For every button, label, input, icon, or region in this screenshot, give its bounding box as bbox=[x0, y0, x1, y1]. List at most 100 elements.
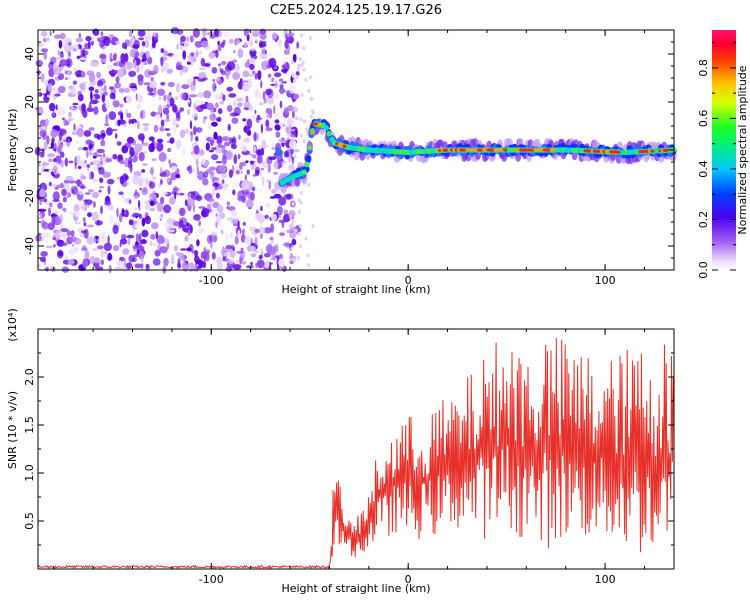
heatmap-speckle bbox=[77, 93, 84, 102]
heatmap-speckle bbox=[129, 49, 136, 58]
heatmap-speckle bbox=[222, 94, 226, 102]
heatmap-speckle bbox=[114, 119, 119, 127]
heatmap-speckle bbox=[249, 63, 255, 70]
heatmap-speckle bbox=[257, 70, 262, 81]
heatmap-speckle bbox=[176, 192, 185, 196]
heatmap-speckle bbox=[163, 94, 167, 102]
heatmap-speckle bbox=[119, 256, 125, 262]
heatmap-speckle bbox=[226, 61, 236, 71]
heatmap-speckle bbox=[243, 28, 249, 37]
heatmap-speckle bbox=[151, 158, 157, 162]
heatmap-speckle bbox=[248, 40, 254, 47]
heatmap-speckle bbox=[279, 100, 283, 109]
heatmap-speckle bbox=[144, 39, 149, 49]
heatmap-y-ticks: -40 -20 0 20 40 bbox=[23, 29, 674, 271]
heatmap-speckle bbox=[58, 250, 64, 257]
heatmap-speckle bbox=[43, 141, 48, 150]
snr-y-tick-label: 1.5 bbox=[23, 416, 36, 434]
heatmap-speckle bbox=[299, 117, 303, 122]
heatmap-speckle bbox=[291, 156, 295, 165]
heatmap-speckle bbox=[149, 45, 153, 53]
heatmap-speckle bbox=[140, 255, 144, 263]
heatmap-speckle bbox=[171, 27, 179, 35]
heatmap-speckle bbox=[61, 188, 67, 197]
heatmap-speckle bbox=[68, 160, 74, 164]
heatmap-speckle bbox=[215, 221, 218, 229]
heatmap-speckle bbox=[218, 79, 223, 85]
heatmap-speckle bbox=[237, 48, 244, 59]
heatmap-speckle bbox=[82, 258, 89, 269]
heatmap-speckle bbox=[48, 115, 52, 123]
heatmap-speckle bbox=[260, 168, 262, 179]
heatmap-speckle bbox=[217, 226, 225, 231]
heatmap-speckle bbox=[228, 258, 235, 265]
heatmap-speckle bbox=[44, 198, 48, 203]
heatmap-speckle bbox=[86, 236, 95, 245]
heatmap-speckle bbox=[201, 158, 206, 165]
heatmap-speckle bbox=[72, 102, 79, 106]
heatmap-speckle bbox=[212, 182, 220, 187]
heatmap-speckle bbox=[134, 207, 138, 211]
heatmap-speckle bbox=[103, 242, 113, 252]
heatmap-speckle bbox=[80, 175, 87, 180]
heatmap-speckle bbox=[73, 123, 76, 131]
heatmap-speckle bbox=[206, 235, 212, 244]
heatmap-speckle bbox=[273, 105, 276, 115]
heatmap-speckle bbox=[237, 153, 241, 160]
heatmap-speckle bbox=[179, 107, 185, 112]
heatmap-speckle bbox=[144, 215, 151, 225]
heatmap-speckle bbox=[97, 237, 106, 244]
heatmap-speckle bbox=[168, 95, 172, 100]
heatmap-speckle bbox=[124, 175, 129, 181]
heatmap-speckle bbox=[232, 72, 241, 80]
heatmap-speckle bbox=[295, 75, 299, 79]
heatmap-speckle bbox=[234, 235, 239, 245]
heatmap-speckle bbox=[211, 67, 218, 74]
heatmap-speckle bbox=[93, 133, 100, 139]
heatmap-speckle bbox=[45, 266, 49, 272]
heatmap-speckle bbox=[38, 208, 47, 212]
heatmap-speckle bbox=[223, 183, 226, 186]
heatmap-speckle bbox=[67, 258, 75, 266]
heatmap-speckle bbox=[65, 211, 73, 214]
heatmap-speckle bbox=[215, 117, 221, 122]
heatmap-speckle bbox=[228, 169, 233, 178]
heatmap-speckle bbox=[306, 253, 310, 258]
heatmap-speckle bbox=[258, 254, 263, 260]
heatmap-speckle bbox=[77, 165, 82, 170]
heatmap-speckle bbox=[259, 33, 267, 40]
heatmap-speckle bbox=[70, 105, 74, 110]
heatmap-speckle bbox=[265, 119, 270, 128]
heatmap-speckle bbox=[211, 121, 218, 127]
heatmap-speckle bbox=[256, 259, 265, 269]
heatmap-speckle bbox=[137, 176, 146, 184]
heatmap-speckle bbox=[228, 93, 237, 98]
heatmap-speckle bbox=[105, 100, 111, 110]
heatmap-speckle bbox=[89, 61, 98, 68]
heatmap-speckle bbox=[290, 246, 294, 251]
heatmap-speckle bbox=[307, 182, 311, 187]
heatmap-speckle bbox=[176, 43, 179, 50]
heatmap-speckle bbox=[166, 217, 174, 226]
heatmap-speckle bbox=[265, 244, 273, 254]
heatmap-speckle bbox=[182, 50, 187, 60]
heatmap-speckle bbox=[202, 261, 207, 269]
heatmap-speckle bbox=[128, 156, 133, 165]
heatmap-speckle bbox=[45, 122, 48, 131]
heatmap-speckle bbox=[63, 117, 66, 127]
heatmap-speckle bbox=[112, 100, 120, 108]
heatmap-speckle bbox=[184, 199, 188, 207]
heatmap-speckle bbox=[299, 244, 302, 249]
heatmap-speckle bbox=[305, 127, 309, 132]
heatmap-speckle bbox=[63, 133, 67, 141]
heatmap-speckle bbox=[58, 73, 65, 80]
heatmap-speckle bbox=[211, 154, 219, 161]
heatmap-speckle bbox=[176, 124, 179, 128]
heatmap-speckle bbox=[233, 100, 237, 107]
heatmap-speckle bbox=[109, 92, 115, 100]
heatmap-speckle bbox=[184, 128, 190, 134]
heatmap-speckle bbox=[160, 236, 165, 244]
heatmap-speckle bbox=[254, 109, 257, 115]
heatmap-speckle bbox=[149, 200, 155, 207]
heatmap-speckle bbox=[98, 189, 102, 193]
